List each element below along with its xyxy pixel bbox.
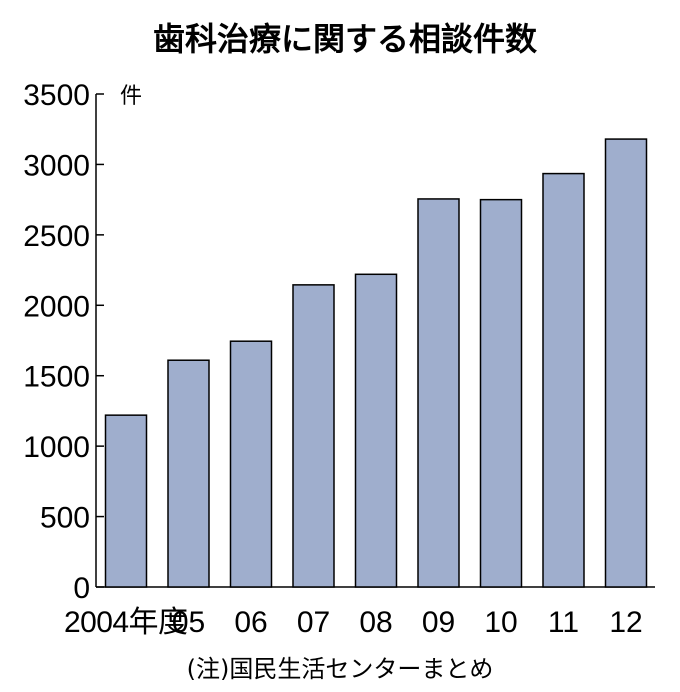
bar — [479, 198, 523, 588]
y-tick-label: 500 — [40, 502, 90, 535]
bar — [542, 172, 585, 588]
x-tick-label: 10 — [484, 606, 517, 639]
y-tick-label: 0 — [73, 572, 90, 605]
bar — [354, 273, 398, 588]
bar — [167, 359, 210, 588]
bar — [417, 198, 460, 588]
source-note: (注)国民生活センターまとめ — [187, 655, 494, 683]
x-tick-label: 09 — [422, 606, 455, 639]
y-axis: 0 500 1000 1500 2000 2500 3000 3500 — [23, 79, 655, 605]
x-tick-label: 11 — [548, 606, 579, 639]
bar — [104, 414, 148, 588]
x-tick-label: 07 — [297, 606, 330, 639]
y-tick-label: 3000 — [23, 149, 90, 182]
x-tick-label: 06 — [234, 606, 267, 639]
bar — [229, 340, 273, 588]
y-unit-label: 件 — [120, 84, 142, 109]
y-tick-label: 2000 — [23, 290, 90, 323]
y-tick-label: 2500 — [23, 220, 90, 253]
x-tick-label: 2004年度 — [64, 606, 188, 639]
bar — [292, 284, 335, 588]
x-tick-label: 08 — [359, 606, 392, 639]
x-tick-label: 05 — [172, 606, 205, 639]
chart-title: 歯科治療に関する相談件数 — [153, 20, 538, 58]
y-tick-label: 1000 — [23, 431, 90, 464]
y-tick-label: 3500 — [23, 79, 90, 112]
bar — [604, 138, 648, 588]
bars — [104, 138, 648, 588]
x-tick-label: 12 — [609, 606, 642, 639]
y-tick-label: 1500 — [23, 361, 90, 394]
